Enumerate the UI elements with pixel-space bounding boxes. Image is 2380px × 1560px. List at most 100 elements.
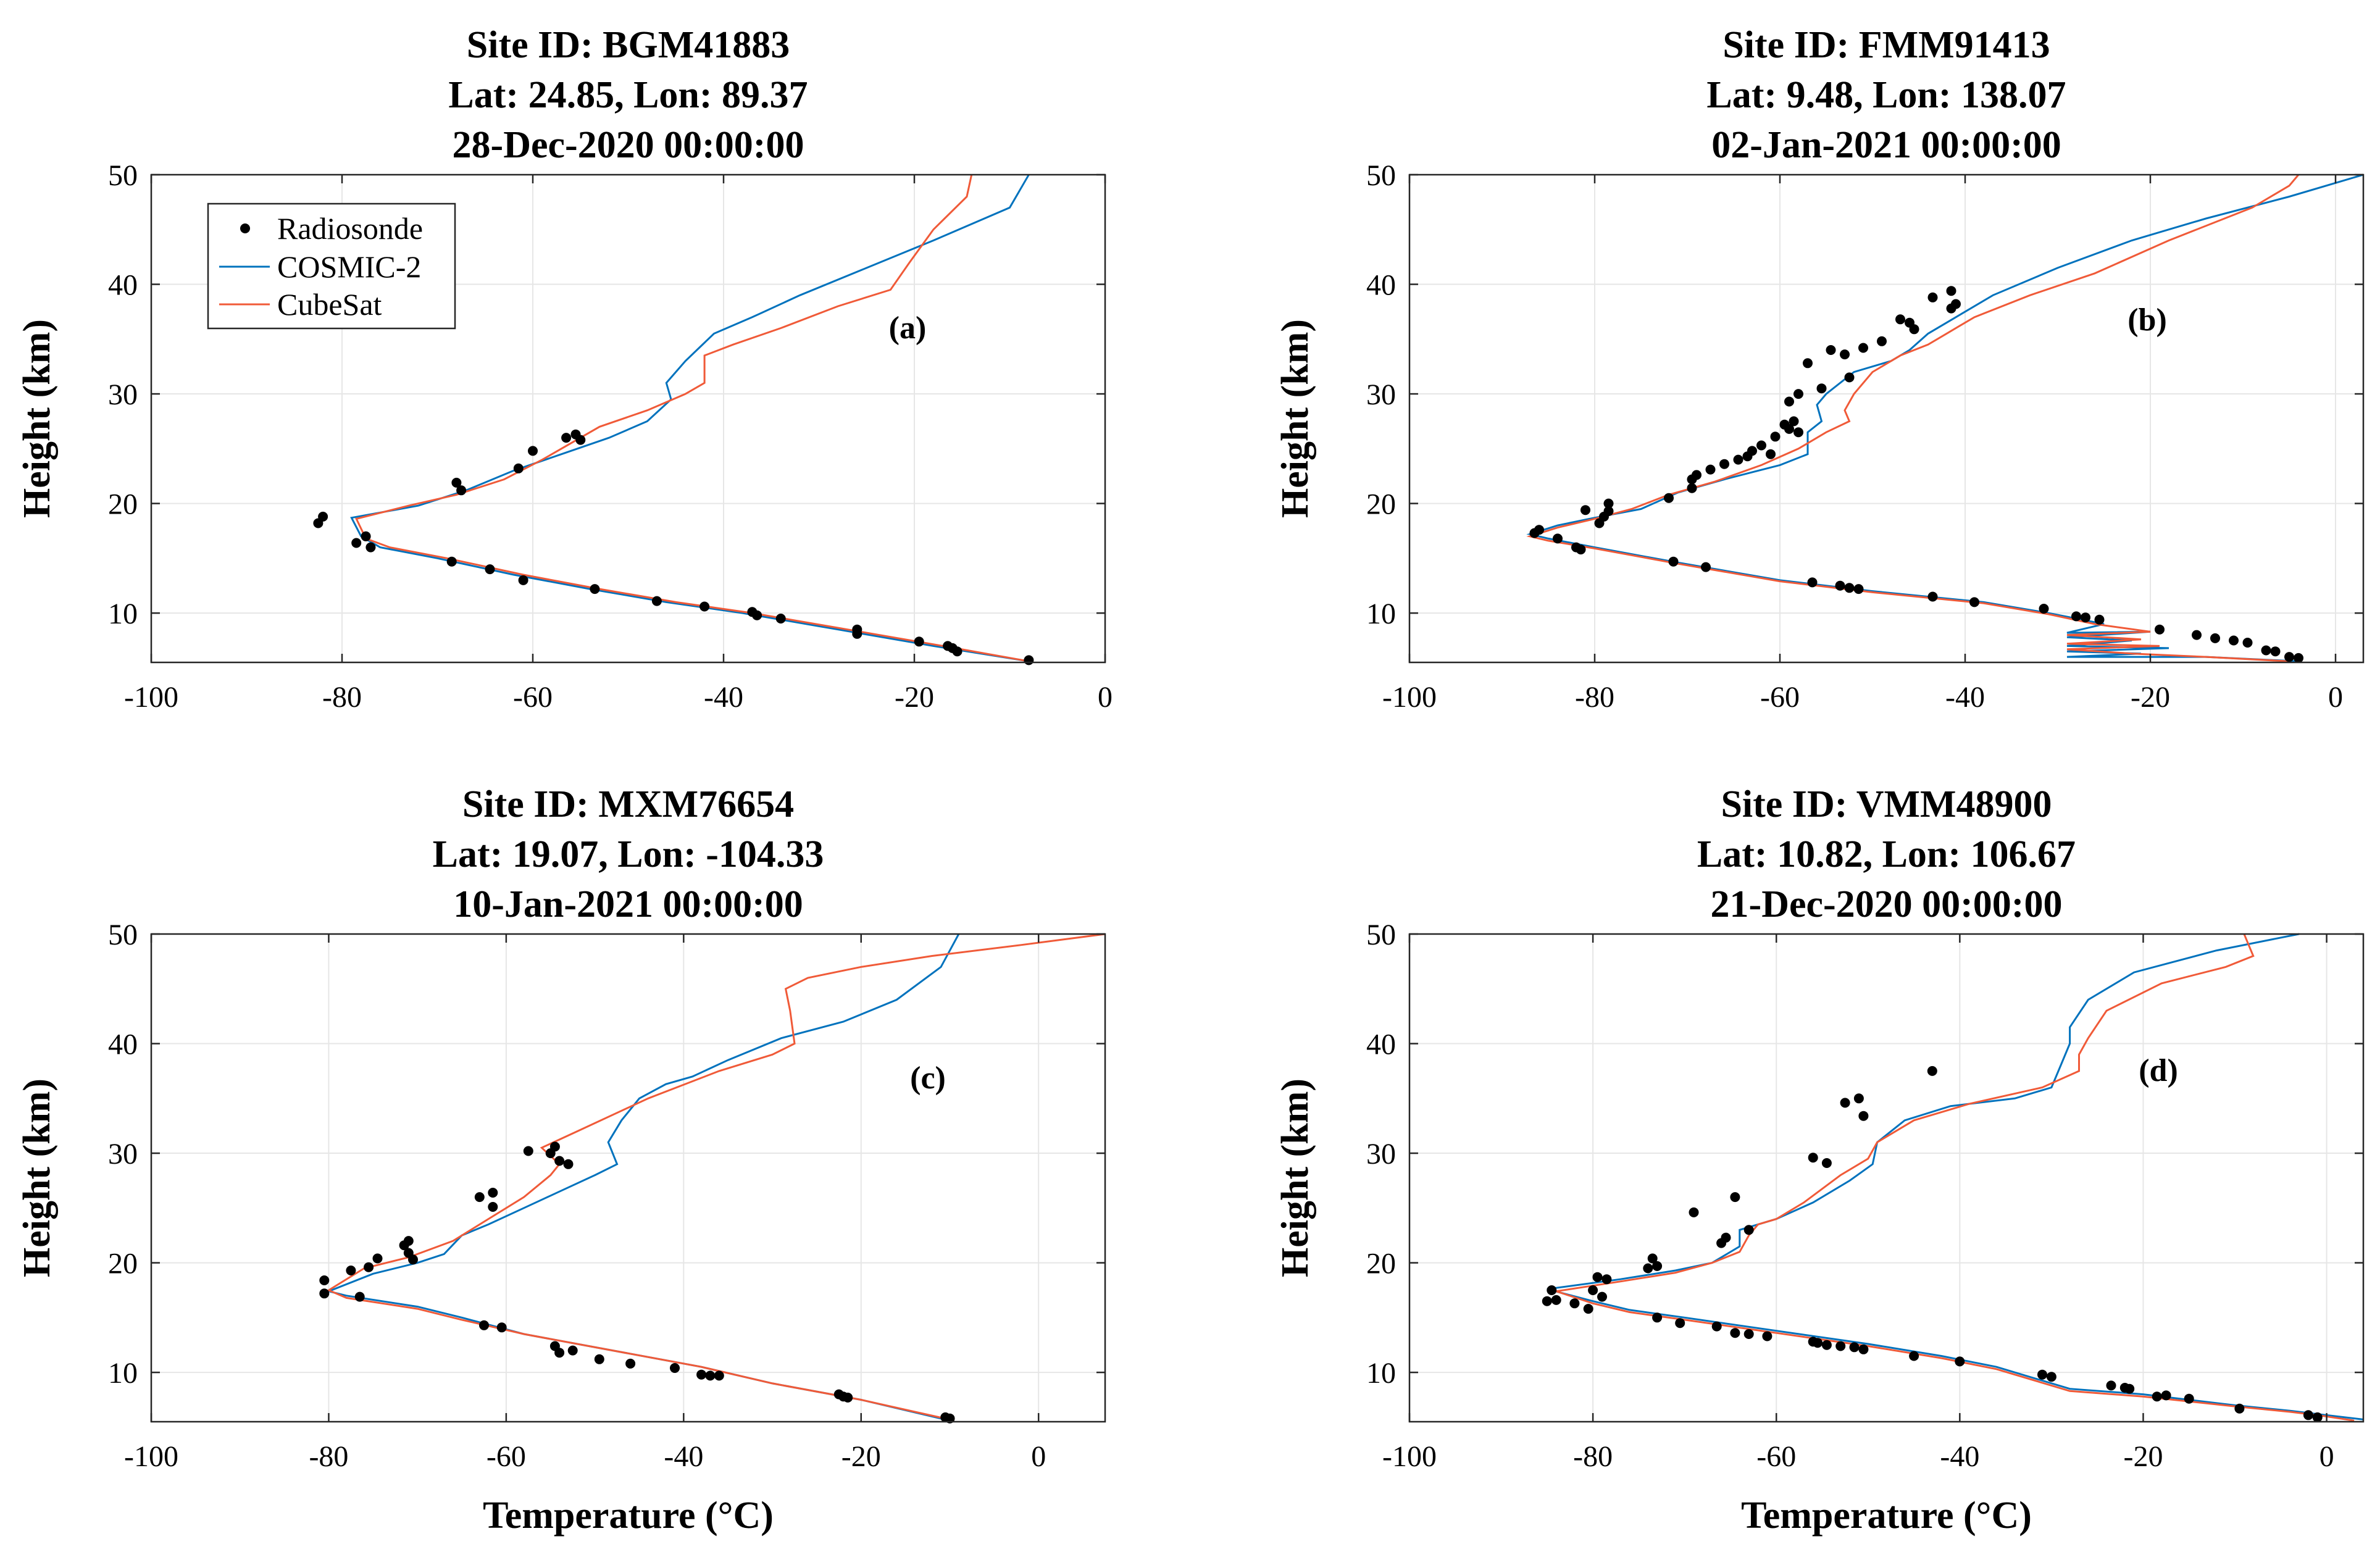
radiosonde-point [1946,286,1956,296]
radiosonde-point [1835,1341,1846,1351]
radiosonde-point [1858,1111,1869,1121]
y-tick-label: 30 [108,1138,138,1170]
radiosonde-point [1534,525,1544,535]
radiosonde-point [2039,604,2049,614]
radiosonde-point [1858,1344,1869,1354]
y-tick-label: 20 [108,1248,138,1280]
radiosonde-point [1789,416,1799,427]
radiosonde-point [1766,449,1776,459]
radiosonde-point [1652,1261,1663,1271]
x-tick-label: -80 [309,1440,348,1473]
radiosonde-point [696,1369,707,1380]
radiosonde-point [1747,446,1757,456]
x-tick-label: 0 [2319,1440,2334,1473]
x-tick-label: -20 [895,681,934,714]
radiosonde-point [1547,1285,1557,1295]
radiosonde-point [1969,597,1979,607]
radiosonde-point [1927,591,1938,602]
radiosonde-point [714,1370,724,1381]
x-tick-label: -100 [124,1440,178,1473]
radiosonde-point [1853,584,1864,594]
radiosonde-point [513,463,524,473]
radiosonde-point [1816,383,1827,394]
y-tick-label: 50 [1366,159,1396,192]
subplot-c: -100 -80 -60 -40 -20 0 10 20 30 40 50 Site ID: MXM7… [16,783,1106,1537]
cosmic-2-line [1526,173,2364,662]
y-tick-label: 40 [108,1028,138,1061]
radiosonde-point [2210,633,2220,643]
radiosonde-point [1756,440,1766,451]
radiosonde-point [775,614,786,624]
x-tick-label: -60 [486,1440,526,1473]
radiosonde-point [2124,1383,2135,1394]
radiosonde-point [1652,1312,1663,1323]
radiosonde-point [523,1146,533,1156]
x-tick-label: 0 [1098,681,1113,714]
cosmic-2-line [325,933,960,1422]
radiosonde-point [1835,580,1845,591]
radiosonde-point [2312,1412,2323,1422]
radiosonde-point [2261,645,2271,656]
radiosonde-point [2094,614,2105,625]
radiosonde-point [1743,1225,1754,1235]
radiosonde-point [1927,292,1938,302]
x-tick-label: 0 [2328,681,2343,714]
radiosonde-point [2242,638,2253,648]
x-tick-label: -80 [1575,681,1614,714]
radiosonde-point [319,1288,330,1299]
radiosonde-point [1730,1192,1740,1203]
y-tick-label: 20 [1366,1248,1396,1280]
subplot-title: Site ID: BGM41883 [467,24,790,66]
radiosonde-point [1793,427,1803,438]
x-axis-label: Temperature (°C) [1741,1495,2032,1537]
radiosonde-point [1821,1340,1832,1350]
radiosonde-point [1849,1342,1860,1353]
radiosonde-point [1826,345,1836,355]
x-tick-label: -100 [124,681,178,714]
radiosonde-point [1955,1356,1965,1367]
radiosonde-point [351,538,362,548]
radiosonde-point [563,1159,574,1169]
x-tick-label: -40 [664,1440,703,1473]
subplot-b: -100 -80 -60 -40 -20 0 10 20 30 40 50 Site ID: FMM9… [1274,24,2365,714]
radiosonde-point [554,1156,565,1166]
legend-cubesat-label: CubeSat [277,287,382,322]
y-axis-label: Height (km) [1274,319,1316,518]
radiosonde-point [319,1275,330,1285]
x-axis-label: Temperature (°C) [483,1495,774,1537]
radiosonde-point [1803,358,1813,369]
y-axis-label: Height (km) [16,319,58,518]
radiosonde-point [1689,1207,1699,1217]
radiosonde-point [1721,1232,1731,1243]
y-tick-label: 40 [108,269,138,302]
radiosonde-point [1664,493,1674,503]
radiosonde-point [1705,464,1716,475]
radiosonde-point [496,1322,507,1333]
radiosonde-point [2152,1391,2162,1402]
radiosonde-point [1601,1274,1612,1285]
radiosonde-point [952,646,962,657]
y-axis-label: Height (km) [1274,1078,1316,1277]
radiosonde-point [1569,1298,1580,1309]
y-tick-label: 10 [1366,598,1396,630]
radiosonde-point [2071,611,2081,622]
radiosonde-point [575,435,586,445]
radiosonde-point [2155,624,2165,635]
radiosonde-point [1719,459,1729,469]
y-tick-label: 40 [1366,1028,1396,1061]
radiosonde-point [1551,1295,1561,1305]
x-tick-label: -80 [1573,1440,1613,1473]
radiosonde-point [1576,544,1586,555]
radiosonde-point [1647,1253,1658,1264]
radiosonde-point [2081,612,2090,623]
radiosonde-point [1784,396,1794,407]
cubesat-line [355,174,1029,662]
radiosonde-point [361,531,371,541]
radiosonde-point [2234,1403,2245,1414]
y-tick-label: 30 [1366,1138,1396,1170]
axes-frame [1408,173,2365,664]
radiosonde-point [1592,1272,1603,1282]
radiosonde-point [554,1348,565,1358]
